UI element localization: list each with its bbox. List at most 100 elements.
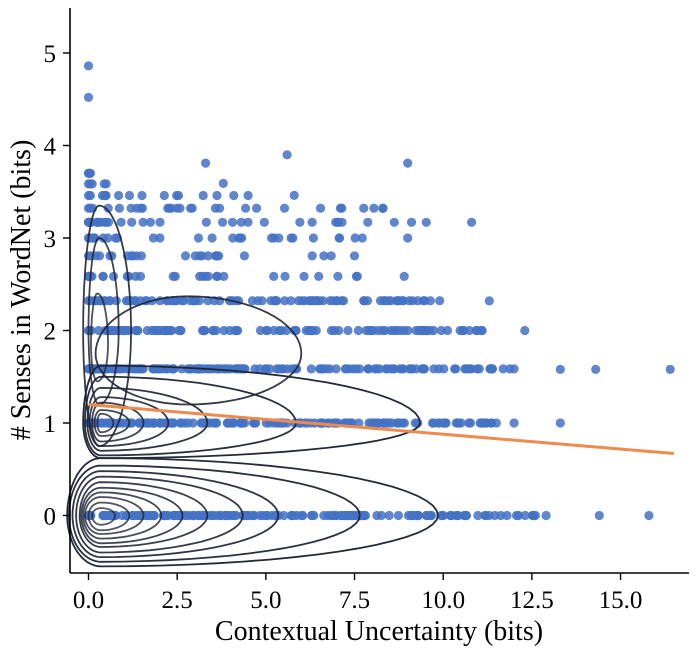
scatter-point <box>511 510 522 521</box>
scatter-point <box>333 217 343 227</box>
scatter-point <box>127 510 137 521</box>
scatter-point <box>83 203 94 213</box>
scatter-point <box>467 364 477 374</box>
scatter-point <box>189 510 199 521</box>
scatter-point <box>138 217 148 227</box>
scatter-point <box>286 233 296 243</box>
x-tick-label: 5.0 <box>250 587 281 614</box>
scatter-point <box>274 233 284 243</box>
scatter-point <box>206 418 216 428</box>
scatter-point <box>404 364 414 374</box>
scatter-point <box>369 418 379 428</box>
scatter-point <box>239 251 249 261</box>
scatter-point <box>186 203 196 213</box>
scatter-point <box>458 325 468 336</box>
scatter-point <box>484 510 494 521</box>
scatter-point <box>301 325 311 336</box>
scatter-point <box>399 271 409 281</box>
scatter-point <box>298 510 308 521</box>
scatter-point <box>125 418 135 428</box>
scatter-point <box>137 190 147 201</box>
scatter-point <box>410 510 421 521</box>
scatter-point <box>363 364 373 374</box>
scatter-point <box>434 364 444 374</box>
scatter-point <box>353 325 363 336</box>
scatter-point <box>101 217 111 227</box>
scatter-point <box>114 203 124 213</box>
scatter-point <box>274 325 284 336</box>
scatter-point <box>153 325 164 336</box>
scatter-point <box>117 510 127 521</box>
scatter-point <box>177 364 187 374</box>
regression-line-group <box>88 403 674 456</box>
scatter-point <box>126 203 136 213</box>
scatter-point <box>128 251 138 261</box>
kde-contour <box>90 292 109 383</box>
scatter-point <box>188 418 198 428</box>
scatter-point <box>644 510 654 521</box>
scatter-point <box>278 364 288 374</box>
scatter-point <box>374 364 384 374</box>
scatter-point <box>223 418 233 428</box>
scatter-point <box>461 510 471 521</box>
scatter-point <box>241 203 251 213</box>
scatter-point <box>212 271 222 281</box>
scatter-point <box>357 233 367 243</box>
scatter-point <box>315 364 325 374</box>
scatter-point <box>439 418 449 428</box>
kde-contour <box>87 501 131 532</box>
x-tick-label: 15.0 <box>599 587 643 614</box>
x-tick-label: 2.5 <box>162 587 193 614</box>
scatter-point <box>363 217 373 227</box>
scatter-point <box>509 418 519 428</box>
scatter-point <box>272 364 282 374</box>
scatter-point <box>98 271 108 281</box>
scatter-point <box>176 325 186 336</box>
scatter-point <box>520 325 530 336</box>
y-tick-label: 1 <box>44 411 57 438</box>
scatter-point <box>425 510 436 521</box>
scatter-point <box>83 179 94 189</box>
y-tick-label: 3 <box>44 226 57 253</box>
scatter-point <box>260 364 270 374</box>
scatter-point <box>293 296 304 306</box>
scatter-point <box>509 364 519 374</box>
scatter-point <box>393 510 403 521</box>
scatter-point <box>251 418 261 428</box>
scatter-point <box>269 271 279 281</box>
scatter-point <box>333 271 343 281</box>
scatter-point <box>208 325 218 336</box>
scatter-point <box>414 325 424 336</box>
scatter-point <box>307 251 317 261</box>
scatter-point <box>136 203 146 213</box>
scatter-point <box>591 364 601 374</box>
scatter-point <box>379 418 389 428</box>
scatter-point <box>308 233 318 243</box>
scatter-point <box>114 190 124 201</box>
scatter-point <box>271 296 281 306</box>
scatter-point <box>211 510 221 521</box>
kde-contour <box>75 475 244 554</box>
scatter-point <box>232 325 242 336</box>
scatter-point <box>319 251 329 261</box>
scatter-point <box>180 251 191 261</box>
scatter-point <box>148 233 158 243</box>
scatter-point <box>359 203 369 213</box>
scatter-points <box>83 61 675 521</box>
scatter-point <box>467 217 477 227</box>
scatter-point <box>502 510 512 521</box>
kde-contour <box>86 386 209 452</box>
scatter-point <box>364 325 374 336</box>
x-tick-label: 10.0 <box>421 587 465 614</box>
scatter-point <box>325 364 335 374</box>
scatter-point <box>179 418 190 428</box>
scatter-point <box>453 510 463 521</box>
scatter-point <box>299 271 309 281</box>
scatter-point <box>484 296 494 306</box>
scatter-point <box>108 271 119 281</box>
scatter-point <box>116 217 126 227</box>
kde-contour <box>82 204 133 448</box>
scatter-point <box>170 296 180 306</box>
scatter-point <box>218 217 228 227</box>
y-axis-ticks: 0 1 2 3 4 5 <box>44 41 70 531</box>
